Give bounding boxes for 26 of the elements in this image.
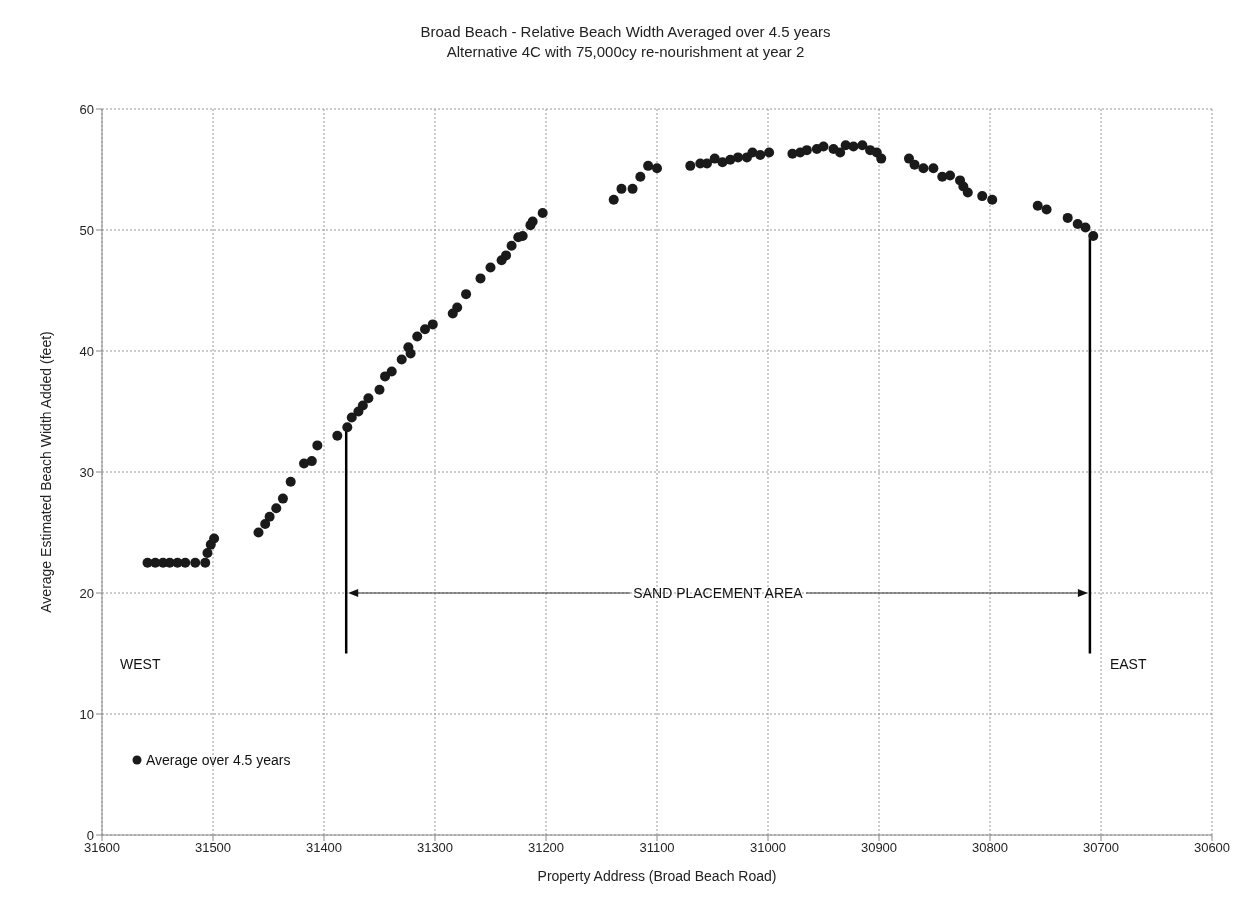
x-tick-label: 31100 xyxy=(639,840,675,856)
y-tick-label: 50 xyxy=(79,222,94,238)
chart-subtitle: Alternative 4C with 75,000cy re-nourishment at year 2 xyxy=(445,42,806,62)
x-tick-label: 31500 xyxy=(194,840,232,856)
x-tick-label: 31600 xyxy=(83,840,121,856)
x-tick-label: 30600 xyxy=(1193,840,1231,856)
legend-label: Average over 4.5 years xyxy=(146,752,291,768)
x-tick-label: 31200 xyxy=(527,840,565,856)
x-tick-label: 30800 xyxy=(971,840,1009,856)
chart-title: Broad Beach - Relative Beach Width Averaged over 4.5 years xyxy=(419,22,832,42)
x-axis-title: Property Address (Broad Beach Road) xyxy=(537,868,777,884)
annotation: WEST xyxy=(120,656,161,673)
y-tick-label: 10 xyxy=(79,706,94,722)
y-tick-label: 20 xyxy=(79,585,94,601)
y-tick-label: 30 xyxy=(79,464,94,480)
x-tick-label: 31000 xyxy=(749,840,787,856)
x-tick-label: 30700 xyxy=(1082,840,1120,856)
y-tick-label: 60 xyxy=(79,101,94,117)
y-tick-label: 0 xyxy=(86,827,94,843)
x-tick-label: 31400 xyxy=(305,840,343,856)
x-tick-label: 30900 xyxy=(860,840,898,856)
annotation: EAST xyxy=(1109,656,1147,673)
x-tick-label: 31300 xyxy=(416,840,454,856)
y-axis-title: Average Estimated Beach Width Added (feet) xyxy=(37,331,54,613)
annotation: SAND PLACEMENT AREA xyxy=(633,585,804,601)
y-tick-label: 40 xyxy=(79,343,94,359)
